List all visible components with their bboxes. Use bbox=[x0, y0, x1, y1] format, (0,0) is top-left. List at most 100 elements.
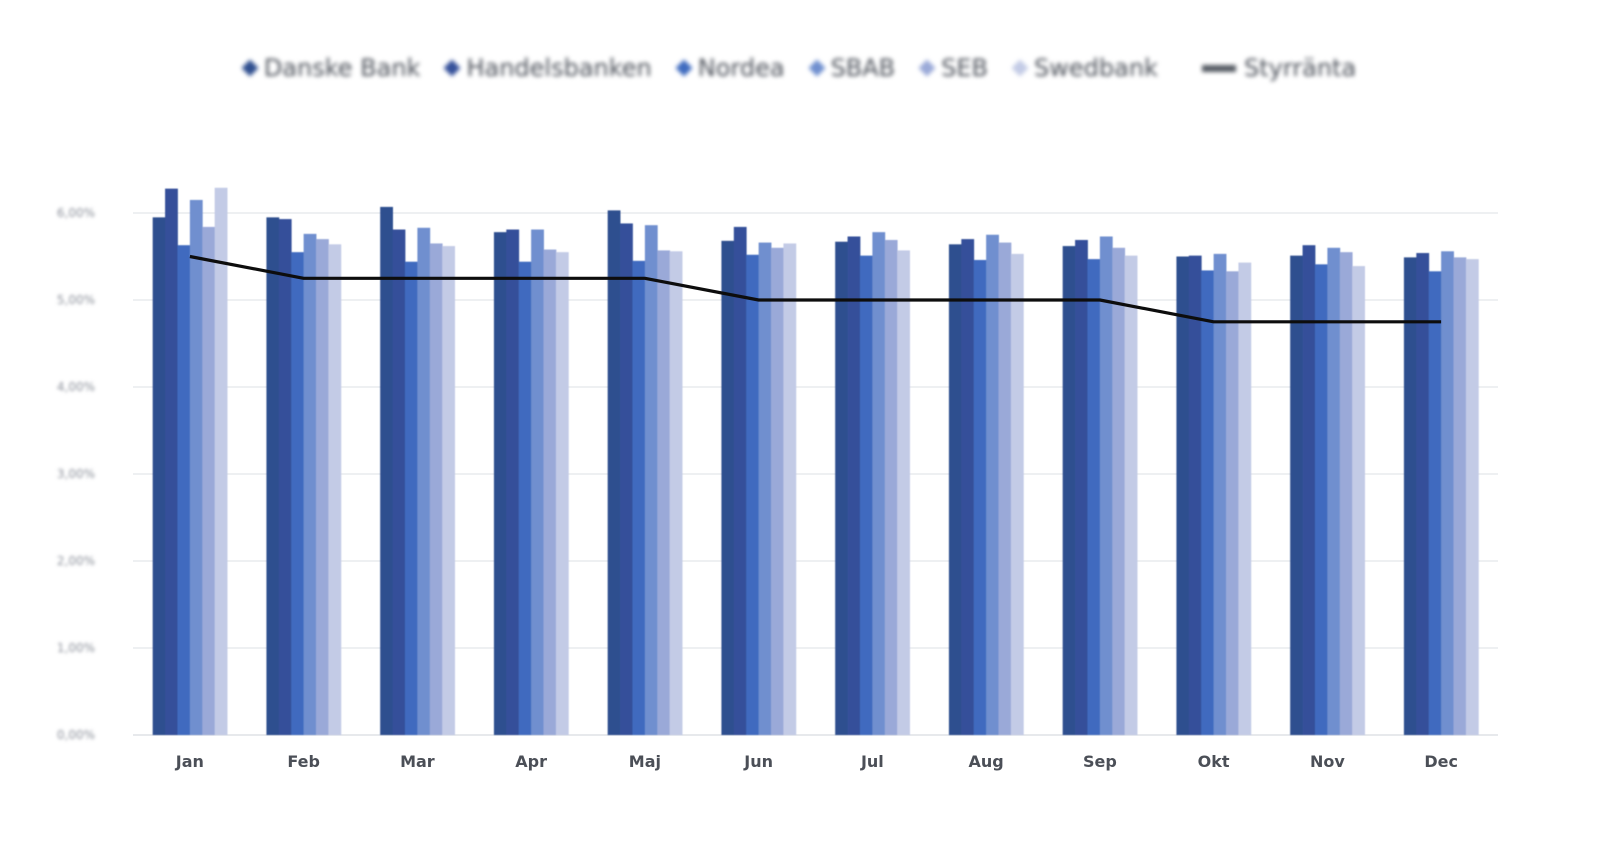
legend-label: Swedbank bbox=[1034, 54, 1158, 82]
bar bbox=[986, 234, 999, 735]
bar bbox=[721, 240, 735, 735]
bar bbox=[189, 199, 203, 735]
legend-item: Styrränta bbox=[1201, 54, 1357, 82]
bars bbox=[152, 187, 1479, 736]
x-tick-label: Jan bbox=[175, 752, 204, 771]
bar bbox=[872, 232, 886, 735]
bar bbox=[1290, 255, 1303, 735]
legend-label: SBAB bbox=[830, 54, 896, 82]
legend-label: Danske Bank bbox=[263, 54, 421, 82]
bar bbox=[214, 187, 228, 735]
bar bbox=[165, 188, 178, 735]
x-tick-label: Nov bbox=[1310, 752, 1345, 771]
bar bbox=[657, 250, 671, 735]
y-tick-label: 6,00% bbox=[57, 206, 95, 220]
legend-item: SEB bbox=[918, 54, 989, 82]
bar bbox=[417, 227, 431, 736]
bar bbox=[1352, 266, 1365, 735]
bar bbox=[380, 206, 393, 735]
chart-legend: Danske Bank Handelsbanken Nordea SBAB SEB Swe… bbox=[0, 48, 1600, 88]
bar bbox=[897, 250, 910, 735]
bar bbox=[1112, 247, 1126, 736]
bar bbox=[998, 242, 1012, 735]
bar bbox=[1062, 246, 1076, 735]
bar bbox=[1124, 255, 1138, 735]
x-tick-label: Okt bbox=[1198, 752, 1230, 771]
policy-rate-line bbox=[189, 254, 1442, 324]
bar bbox=[783, 243, 797, 735]
bar bbox=[1087, 259, 1101, 735]
bar bbox=[746, 254, 760, 735]
x-tick-label: Maj bbox=[629, 752, 661, 771]
bar bbox=[543, 249, 557, 736]
bar bbox=[493, 232, 507, 735]
bar bbox=[152, 217, 166, 736]
legend-label: Handelsbanken bbox=[466, 54, 652, 82]
bar bbox=[506, 229, 520, 735]
y-tick-label: 4,00% bbox=[57, 380, 95, 394]
y-tick-label: 1,00% bbox=[57, 641, 95, 655]
bar bbox=[442, 246, 455, 735]
bar bbox=[620, 223, 633, 735]
bar bbox=[961, 239, 975, 735]
policy-rate-series-line bbox=[189, 254, 1442, 324]
bar bbox=[884, 239, 898, 735]
x-tick-label: Feb bbox=[287, 752, 320, 771]
bar bbox=[1339, 252, 1353, 735]
legend-item: Nordea bbox=[675, 54, 785, 82]
bar bbox=[1428, 271, 1442, 735]
bar bbox=[1099, 236, 1113, 736]
bar bbox=[518, 261, 532, 735]
y-tick-label: 0,00% bbox=[57, 728, 95, 742]
bar bbox=[1075, 239, 1088, 735]
bar bbox=[1465, 259, 1479, 735]
bar bbox=[1176, 256, 1190, 735]
bar bbox=[771, 247, 784, 736]
bar bbox=[632, 260, 646, 735]
bar bbox=[266, 217, 280, 736]
x-tick-label: Jun bbox=[743, 752, 773, 771]
x-tick-label: Apr bbox=[515, 752, 547, 771]
x-tick-label: Aug bbox=[969, 752, 1004, 771]
bar bbox=[404, 261, 418, 735]
y-tick-label: 3,00% bbox=[57, 467, 95, 481]
bar bbox=[291, 252, 305, 735]
bar bbox=[847, 236, 861, 736]
bar bbox=[1188, 255, 1202, 735]
legend-line-marker bbox=[1201, 64, 1236, 72]
legend-label: SEB bbox=[941, 54, 989, 82]
legend-label: Styrränta bbox=[1243, 54, 1357, 82]
x-tick-label: Jul bbox=[860, 752, 884, 771]
bar bbox=[316, 239, 329, 735]
bar bbox=[177, 245, 191, 735]
legend-item: Swedbank bbox=[1011, 54, 1158, 82]
bar bbox=[202, 226, 216, 736]
x-tick-label: Mar bbox=[400, 752, 435, 771]
legend-item: Handelsbanken bbox=[443, 54, 652, 82]
bar bbox=[859, 255, 873, 735]
bar bbox=[531, 229, 544, 735]
bar bbox=[1238, 262, 1252, 735]
bar bbox=[1453, 257, 1467, 735]
bar bbox=[758, 242, 772, 735]
bar bbox=[278, 219, 292, 736]
y-axis: 0,00% 1,00% 2,00% 3,00% 4,00% 5,00% 6,00% bbox=[57, 206, 95, 742]
legend-item: SBAB bbox=[808, 54, 896, 82]
gridlines bbox=[133, 212, 1498, 736]
bar bbox=[607, 210, 621, 735]
bar bbox=[1213, 253, 1227, 735]
bar bbox=[1441, 251, 1454, 735]
legend-label: Nordea bbox=[697, 54, 785, 82]
bar bbox=[644, 225, 658, 735]
bar bbox=[1201, 270, 1215, 735]
bar bbox=[392, 229, 406, 735]
bar bbox=[555, 252, 569, 735]
bar bbox=[973, 259, 987, 735]
bar bbox=[1226, 271, 1239, 735]
bar bbox=[1403, 257, 1417, 735]
x-tick-label: Dec bbox=[1424, 752, 1458, 771]
bar bbox=[835, 241, 848, 735]
y-tick-label: 5,00% bbox=[57, 293, 95, 307]
bar bbox=[948, 244, 962, 735]
